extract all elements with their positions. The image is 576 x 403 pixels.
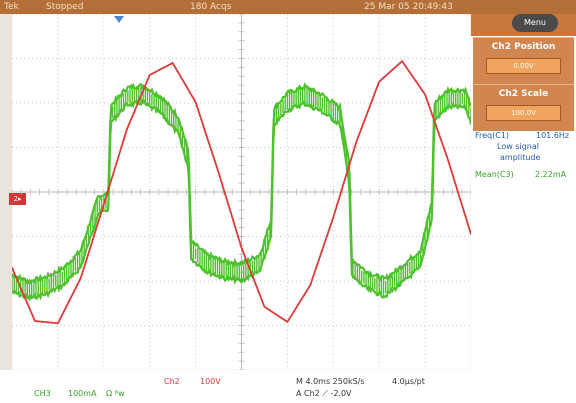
timestamp: 25 Mar 05 20:49:43 <box>364 2 453 12</box>
ch2-point <box>286 321 288 323</box>
ch2-scale: 100V <box>200 377 221 386</box>
ch2-point <box>263 306 266 308</box>
ch2-point <box>149 74 151 76</box>
freq-note-line2: amplitude <box>500 153 541 162</box>
acquisition-state: Stopped <box>46 2 84 12</box>
ch2-point <box>57 322 59 324</box>
menu-button[interactable]: Menu <box>512 14 558 32</box>
ch2-position-control[interactable]: Ch2 Position 0.00V <box>473 37 574 84</box>
ch2-scale-value[interactable]: 100.0V <box>486 105 561 121</box>
trigger-readout: A Ch2 ⟋ -2.0V <box>296 389 352 398</box>
timebase-per-point: 4.0µs/pt <box>392 377 425 386</box>
ch3-scale: 100mA <box>68 389 97 398</box>
ch2-label: Ch2 <box>164 377 180 386</box>
ch2-point <box>401 60 403 62</box>
timebase: M 4.0ms 250kS/s <box>296 377 365 386</box>
ch2-point <box>470 233 471 235</box>
graticule <box>12 14 471 370</box>
ch2-point <box>240 247 243 249</box>
ch3-label: CH3 <box>34 389 51 398</box>
waveform-display <box>12 14 471 370</box>
ch3-bandwidth-icon: Ω ᴮw <box>106 389 125 398</box>
ch2-point <box>12 267 13 269</box>
mean-value: 2.22mA <box>535 170 567 179</box>
ch2-point <box>378 81 380 83</box>
ch2-scale-control[interactable]: Ch2 Scale 100.0V <box>473 84 574 131</box>
ch2-point <box>80 277 82 279</box>
ch2-point <box>34 320 36 322</box>
traces <box>12 59 471 325</box>
ch2-ground-marker[interactable]: 2▸ <box>9 193 26 205</box>
ch2-point <box>355 141 357 143</box>
ch2-point <box>447 159 449 161</box>
brand-label: Tek <box>4 2 19 12</box>
acquisition-count: 180 Acqs <box>190 2 232 12</box>
freq-note-line1: Low signal <box>497 142 539 151</box>
ch2-point <box>103 203 105 206</box>
ch2-point <box>195 101 197 103</box>
ch2-point <box>217 171 220 174</box>
status-bar: Tek Stopped 180 Acqs 25 Mar 05 20:49:43 <box>0 0 576 14</box>
ch2-scale-title: Ch2 Scale <box>498 89 549 99</box>
ch2-position-value[interactable]: 0.00V <box>486 58 561 74</box>
ch2-point <box>424 93 426 96</box>
left-strip <box>0 14 12 370</box>
mean-label: Mean(C3) <box>475 170 514 179</box>
freq-label: Freq(C1) <box>475 131 510 140</box>
trigger-position-icon[interactable] <box>114 16 124 23</box>
ch2-point <box>332 216 334 218</box>
ch2-position-title: Ch2 Position <box>491 42 556 52</box>
freq-value: 101.6Hz <box>536 131 570 140</box>
ch2-point <box>172 62 174 64</box>
ch2-point <box>309 284 311 286</box>
ch2-point <box>126 129 128 131</box>
